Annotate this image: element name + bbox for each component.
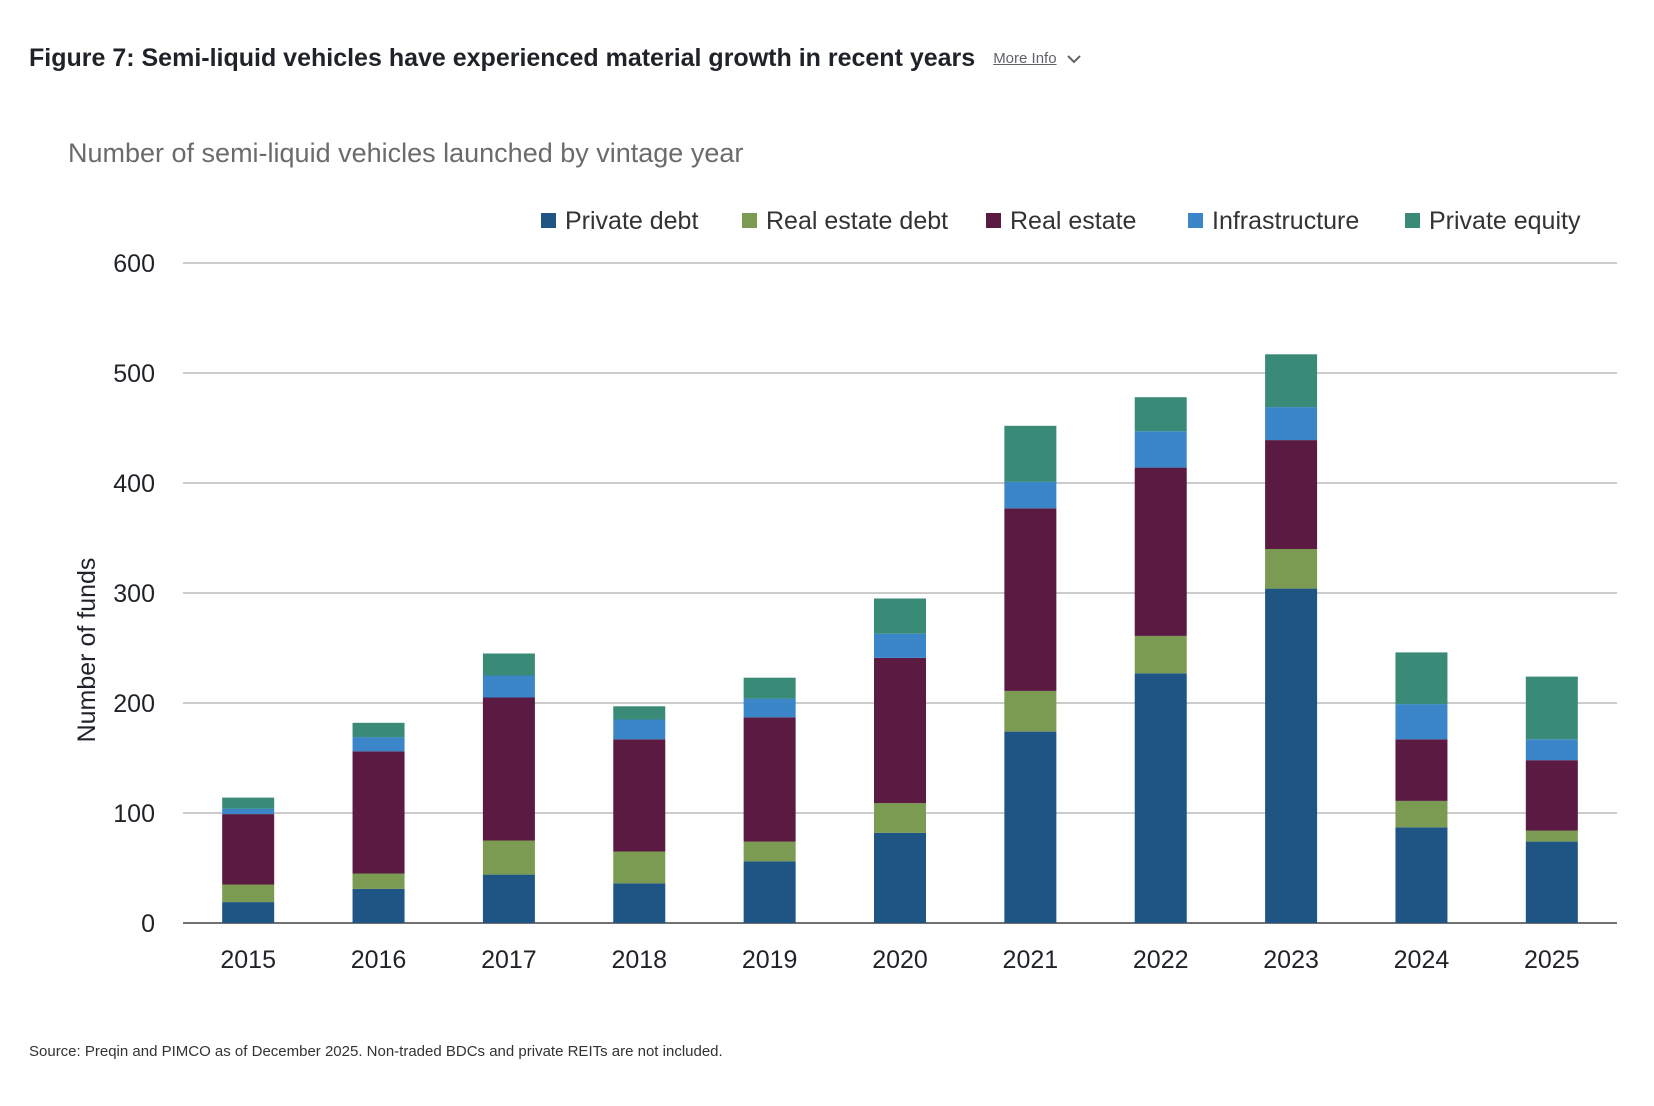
bar-real-estate-debt-2022 (1134, 635, 1187, 674)
y-tick-label: 300 (113, 580, 155, 608)
bar-real-estate-debt-2018 (613, 851, 666, 884)
bar-private-debt-2016 (352, 888, 405, 923)
chart-container: Number of semi-liquid vehicles launched … (0, 120, 1654, 1000)
bar-private-debt-2020 (874, 832, 926, 923)
bar-real-estate-2016 (352, 751, 405, 874)
source-note: Source: Preqin and PIMCO as of December … (29, 1043, 723, 1060)
x-axis-ticks: 2015 2016 2017 2018 2019 2020 2021 2022 2023 2024… (220, 946, 1579, 974)
bar-real-estate-2023 (1265, 440, 1318, 549)
bar-private-equity-2018 (613, 706, 666, 720)
bar-real-estate-debt-2021 (1004, 690, 1057, 732)
bar-real-estate-debt-2016 (352, 873, 405, 889)
bar-private-equity-2025 (1525, 676, 1578, 740)
legend-label-real-estate: Real estate (1010, 207, 1136, 235)
more-info-label[interactable]: More Info (993, 50, 1057, 67)
y-tick-label: 100 (113, 800, 155, 828)
bar-infrastructure-2017 (482, 675, 535, 698)
x-tick-label: 2018 (611, 946, 667, 974)
y-tick-label: 500 (113, 360, 155, 388)
more-info-toggle[interactable]: More Info (993, 50, 1081, 67)
legend-swatch-private-debt (541, 213, 556, 228)
legend-label-private-debt: Private debt (565, 207, 698, 235)
bar-private-equity-2021 (1004, 425, 1057, 482)
legend-swatch-infrastructure (1188, 213, 1203, 228)
bar-infrastructure-2024 (1395, 704, 1448, 740)
bar-real-estate-2025 (1525, 760, 1578, 831)
bar-infrastructure-2022 (1134, 431, 1187, 468)
bar-private-equity-2022 (1134, 397, 1187, 432)
legend-swatch-private-equity (1405, 213, 1420, 228)
bar-infrastructure-2016 (352, 737, 405, 752)
bar-private-debt-2022 (1134, 673, 1187, 923)
bar-private-equity-2023 (1265, 354, 1318, 408)
bar-infrastructure-2023 (1265, 407, 1318, 441)
figure-title: Figure 7: Semi-liquid vehicles have expe… (29, 44, 976, 72)
legend-label-private-equity: Private equity (1429, 207, 1581, 235)
x-tick-label: 2020 (872, 946, 928, 974)
bar-real-estate-2020 (874, 657, 926, 804)
bar-real-estate-debt-2019 (743, 841, 796, 862)
bar-private-equity-2016 (352, 722, 405, 738)
y-tick-label: 600 (113, 250, 155, 278)
bars-group (222, 354, 1578, 923)
bar-private-debt-2024 (1395, 827, 1448, 923)
bar-private-debt-2023 (1265, 588, 1318, 923)
y-tick-label: 200 (113, 690, 155, 718)
y-axis-ticks: 0 100 200 300 400 500 600 (113, 250, 155, 938)
bar-real-estate-debt-2015 (222, 884, 275, 903)
chart-title: Number of semi-liquid vehicles launched … (68, 138, 743, 168)
bar-private-debt-2025 (1525, 841, 1578, 923)
x-tick-label: 2024 (1394, 946, 1450, 974)
bar-private-debt-2019 (743, 861, 796, 923)
bar-real-estate-2022 (1134, 467, 1187, 636)
bar-real-estate-debt-2020 (874, 803, 926, 833)
y-tick-label: 0 (141, 910, 155, 938)
bar-real-estate-2019 (743, 717, 796, 842)
bar-private-equity-2020 (874, 598, 926, 634)
bar-real-estate-debt-2017 (482, 840, 535, 875)
stacked-bar-chart: Number of semi-liquid vehicles launched … (68, 138, 1617, 974)
legend-swatch-real-estate (986, 213, 1001, 228)
bar-private-equity-2024 (1395, 652, 1448, 705)
bar-private-debt-2021 (1004, 731, 1057, 923)
bar-infrastructure-2018 (613, 719, 666, 740)
bar-real-estate-debt-2024 (1395, 800, 1448, 828)
bar-infrastructure-2020 (874, 633, 926, 658)
y-axis-label: Number of funds (73, 558, 101, 743)
bar-private-debt-2015 (222, 902, 275, 923)
x-tick-label: 2019 (742, 946, 798, 974)
bar-private-equity-2017 (482, 653, 535, 676)
legend-label-infrastructure: Infrastructure (1212, 207, 1359, 235)
bar-real-estate-debt-2023 (1265, 549, 1318, 589)
bar-infrastructure-2015 (222, 808, 275, 815)
bar-real-estate-2024 (1395, 739, 1448, 801)
bar-real-estate-2018 (613, 739, 666, 852)
y-tick-label: 400 (113, 470, 155, 498)
x-tick-label: 2022 (1133, 946, 1189, 974)
legend-swatch-real-estate-debt (742, 213, 757, 228)
bar-private-equity-2015 (222, 797, 275, 809)
x-tick-label: 2015 (220, 946, 276, 974)
chevron-down-icon[interactable] (1066, 54, 1081, 64)
bar-real-estate-debt-2025 (1525, 830, 1578, 842)
x-tick-label: 2017 (481, 946, 537, 974)
bar-private-equity-2019 (743, 677, 796, 699)
x-tick-label: 2025 (1524, 946, 1580, 974)
x-tick-label: 2023 (1263, 946, 1319, 974)
legend-label-real-estate-debt: Real estate debt (766, 207, 948, 235)
x-tick-label: 2021 (1003, 946, 1059, 974)
bar-infrastructure-2025 (1525, 739, 1578, 761)
bar-infrastructure-2019 (743, 698, 796, 718)
bar-infrastructure-2021 (1004, 481, 1057, 509)
bar-real-estate-2017 (482, 697, 535, 841)
grid-lines (183, 262, 1617, 924)
bar-real-estate-2015 (222, 814, 275, 885)
bar-private-debt-2018 (613, 883, 666, 923)
figure-header: Figure 7: Semi-liquid vehicles have expe… (29, 44, 1081, 73)
bar-private-debt-2017 (482, 874, 535, 923)
x-tick-label: 2016 (351, 946, 407, 974)
chart-legend: Private debt Real estate debt Real estate I… (541, 207, 1581, 235)
bar-real-estate-2021 (1004, 508, 1057, 691)
